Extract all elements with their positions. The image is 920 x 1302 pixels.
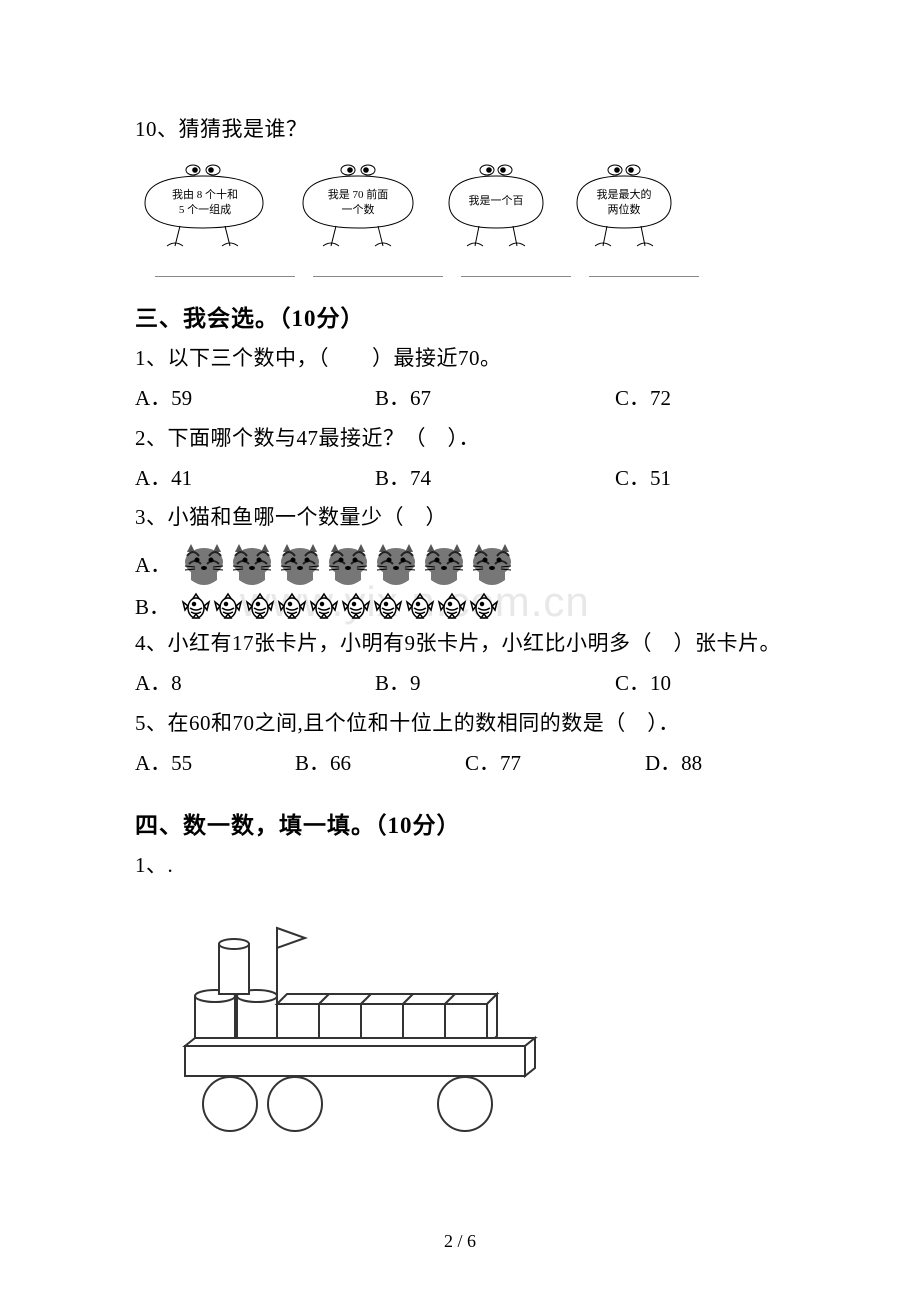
- s3-q1-text: 1、以下三个数中，（ ）最接近70。: [135, 339, 785, 379]
- cat-icon: [229, 542, 275, 586]
- cat-icon: [325, 542, 371, 586]
- fish-icon: [212, 590, 244, 622]
- fish-group: [180, 590, 500, 622]
- s3-q3-optB: B．: [135, 590, 785, 622]
- fish-icon: [276, 590, 308, 622]
- fish-icon: [404, 590, 436, 622]
- s3-q3-labelB: B．: [135, 591, 170, 621]
- s3-q5-options: A．55 B．66 C．77 D．88: [135, 744, 785, 784]
- s3-q3-optA: A．: [135, 542, 785, 586]
- fish-icon: [340, 590, 372, 622]
- s3-q4-optC: C．10: [615, 664, 775, 704]
- s3-q1-optA: A．59: [135, 379, 375, 419]
- cartoon-4-line2: 两位数: [608, 204, 641, 216]
- cartoon-2-line2: 一个数: [342, 204, 375, 216]
- blank-line: [461, 259, 571, 277]
- cartoon-1-text: 我由 8 个十和 5 个一组成: [135, 188, 275, 218]
- fish-icon: [372, 590, 404, 622]
- cartoon-2: 我是 70 前面 一个数: [293, 158, 423, 253]
- s3-q4-text: 4、小红有17张卡片，小明有9张卡片，小红比小明多（ ）张卡片。: [135, 624, 785, 664]
- cartoon-3-text: 我是一个百: [441, 194, 551, 209]
- cartoon-2-text: 我是 70 前面 一个数: [293, 188, 423, 218]
- s4-q1-text: 1、.: [135, 846, 785, 886]
- q10-cartoons: 我由 8 个十和 5 个一组成: [135, 158, 785, 253]
- cartoon-4-line1: 我是最大的: [597, 189, 652, 201]
- s3-q4-optA: A．8: [135, 664, 375, 704]
- page-number: 2 / 6: [0, 1231, 920, 1252]
- cartoon-2-line1: 我是 70 前面: [328, 189, 389, 201]
- s3-q1-optC: C．72: [615, 379, 775, 419]
- cartoon-3: 我是一个百: [441, 158, 551, 253]
- fish-icon: [244, 590, 276, 622]
- cat-icon: [181, 542, 227, 586]
- s3-q2-options: A．41 B．74 C．51: [135, 459, 785, 499]
- s3-q3-labelA: A．: [135, 549, 171, 579]
- cartoon-4-text: 我是最大的 两位数: [569, 188, 679, 218]
- blank-line: [313, 259, 443, 277]
- fish-icon: [180, 590, 212, 622]
- cartoon-4: 我是最大的 两位数: [569, 158, 679, 253]
- cats-group: [181, 542, 515, 586]
- cartoon-1-line1: 我由 8 个十和: [172, 189, 238, 201]
- blank-line: [589, 259, 699, 277]
- page-content: 10、猜猜我是谁？ 我由 8 个十和 5 个一组成: [0, 0, 920, 1151]
- s3-q2-text: 2、下面哪个数与47最接近？（ ）．: [135, 419, 785, 459]
- s3-q2-optC: C．51: [615, 459, 775, 499]
- q10-answer-lines: [155, 259, 785, 277]
- cartoon-1: 我由 8 个十和 5 个一组成: [135, 158, 275, 253]
- s3-q5-optB: B．66: [295, 744, 465, 784]
- s3-q5-text: 5、在60和70之间,且个位和十位上的数相同的数是（ ）．: [135, 704, 785, 744]
- s3-q3-text: 3、小猫和鱼哪一个数量少（ ）: [135, 498, 785, 538]
- cat-icon: [421, 542, 467, 586]
- fish-icon: [468, 590, 500, 622]
- cartoon-1-line2: 5 个一组成: [179, 204, 231, 216]
- cat-icon: [469, 542, 515, 586]
- fish-icon: [436, 590, 468, 622]
- s3-q2-optA: A．41: [135, 459, 375, 499]
- s3-q4-optB: B．9: [375, 664, 615, 704]
- shapes-figure: [165, 916, 785, 1151]
- s3-q5-optD: D．88: [645, 744, 765, 784]
- shapes-truck-icon: [165, 916, 555, 1146]
- section-3-title: 三、我会选。（10分）: [135, 299, 785, 333]
- cat-icon: [277, 542, 323, 586]
- s3-q4-options: A．8 B．9 C．10: [135, 664, 785, 704]
- cat-icon: [373, 542, 419, 586]
- s3-q5-optC: C．77: [465, 744, 645, 784]
- cartoon-3-line1: 我是一个百: [469, 195, 524, 207]
- fish-icon: [308, 590, 340, 622]
- q10-prompt: 10、猜猜我是谁？: [135, 110, 785, 150]
- section-4-title: 四、数一数，填一填。（10分）: [135, 806, 785, 840]
- s3-q1-optB: B．67: [375, 379, 615, 419]
- s3-q5-optA: A．55: [135, 744, 295, 784]
- s3-q1-options: A．59 B．67 C．72: [135, 379, 785, 419]
- blank-line: [155, 259, 295, 277]
- s3-q2-optB: B．74: [375, 459, 615, 499]
